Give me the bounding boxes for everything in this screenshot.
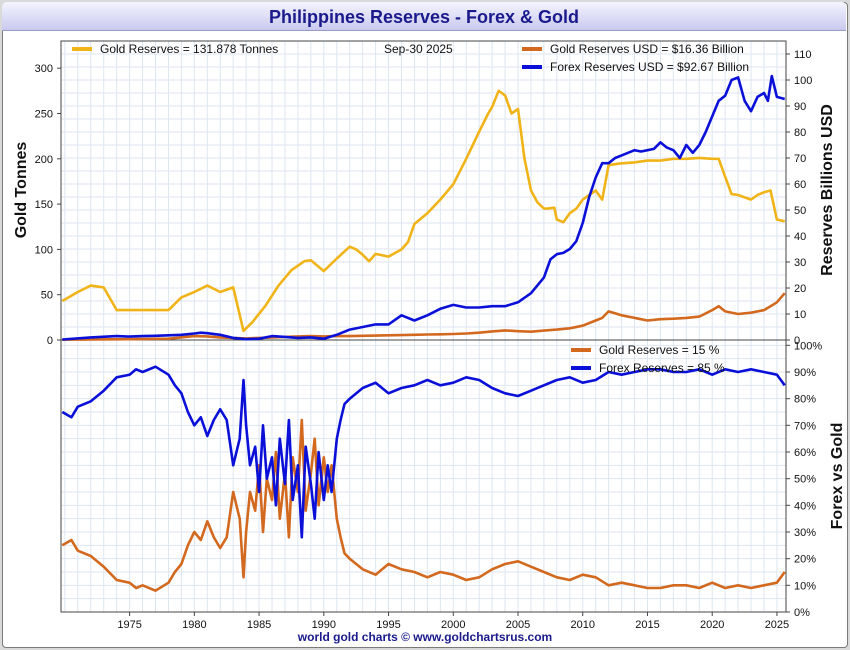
legend-gold-pct-label: Gold Reserves = 15 % <box>599 343 720 357</box>
left-tick-label: 200 <box>35 154 53 166</box>
right-tick-label: 70 <box>794 153 806 165</box>
x-tick-label: 1980 <box>182 619 206 631</box>
x-tick-label: 1995 <box>376 619 400 631</box>
right-tick-label: 40 <box>794 231 806 243</box>
x-tick-label: 1975 <box>117 619 141 631</box>
title-bar: Philippines Reserves - Forex & Gold <box>2 2 846 31</box>
right-tick-label: 110 <box>794 49 812 61</box>
date-label: Sep-30 2025 <box>384 42 453 56</box>
pct-tick-label: 60% <box>794 447 816 459</box>
pct-tick-label: 90% <box>794 367 816 379</box>
right-tick-label: 60 <box>794 179 806 191</box>
legend-forex-pct-label: Forex Reserves = 85 % <box>599 361 725 375</box>
pct-tick-label: 20% <box>794 554 816 566</box>
left-tick-label: 300 <box>35 63 53 75</box>
bottom-axis-title: Forex vs Gold <box>829 423 846 530</box>
right-tick-label: 30 <box>794 257 806 269</box>
x-tick-label: 2015 <box>635 619 659 631</box>
right-tick-label: 20 <box>794 283 806 295</box>
x-tick-label: 1985 <box>247 619 271 631</box>
x-tick-label: 2005 <box>506 619 530 631</box>
plot-border <box>60 40 787 613</box>
x-tick-label: 2020 <box>700 619 724 631</box>
pct-tick-label: 50% <box>794 474 816 486</box>
right-tick-label: 0 <box>794 335 800 347</box>
forex-usd-line <box>62 74 786 341</box>
left-tick-label: 50 <box>41 290 53 302</box>
pct-tick-label: 0% <box>794 607 810 619</box>
credit-footer: world gold charts © www.goldchartsrus.co… <box>297 630 553 644</box>
right-axis-title: Reserves Billions USD <box>819 104 836 276</box>
pct-tick-label: 70% <box>794 420 816 432</box>
right-tick-label: 80 <box>794 127 806 139</box>
right-tick-label: 100 <box>794 75 812 87</box>
legend-gold-usd-label: Gold Reserves USD = $16.36 Billion <box>550 42 744 56</box>
top-plot-area <box>60 40 787 341</box>
pct-tick-label: 30% <box>794 527 816 539</box>
right-tick-label: 10 <box>794 309 806 321</box>
legend-gold-tonnes-label: Gold Reserves = 131.878 Tonnes <box>100 42 278 56</box>
chart-title: Philippines Reserves - Forex & Gold <box>268 7 580 27</box>
left-tick-label: 150 <box>35 199 53 211</box>
pct-tick-label: 100% <box>794 340 822 352</box>
pct-tick-label: 40% <box>794 500 816 512</box>
right-tick-label: 50 <box>794 205 806 217</box>
x-tick-label: 1990 <box>312 619 336 631</box>
legend-forex-usd-label: Forex Reserves USD = $92.67 Billion <box>550 60 749 74</box>
x-tick-label: 2025 <box>765 619 789 631</box>
left-tick-label: 250 <box>35 108 53 120</box>
pct-tick-label: 10% <box>794 580 816 592</box>
pct-tick-label: 80% <box>794 394 816 406</box>
left-tick-label: 100 <box>35 244 53 256</box>
right-tick-label: 90 <box>794 101 806 113</box>
left-tick-label: 0 <box>47 335 53 347</box>
forex-pct-line <box>61 365 786 539</box>
x-tick-label: 2010 <box>570 619 594 631</box>
left-axis-title: Gold Tonnes <box>13 142 30 239</box>
x-tick-label: 2000 <box>441 619 465 631</box>
